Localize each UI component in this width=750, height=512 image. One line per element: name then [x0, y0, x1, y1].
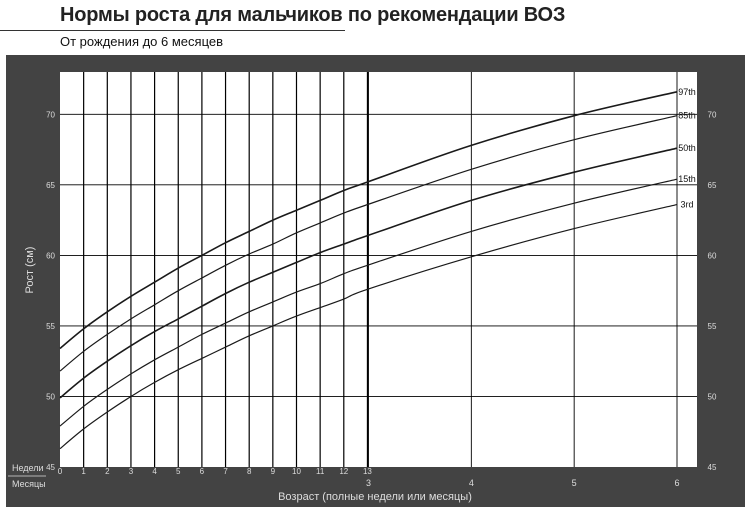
series-label-50th: 50th [678, 143, 696, 153]
series-label-97th: 97th [678, 87, 696, 97]
y-tick-label-left: 50 [46, 392, 55, 401]
percentile-curves [59, 91, 678, 450]
y-tick-label-right: 45 [708, 463, 717, 472]
y-tick-label-right: 60 [708, 251, 717, 260]
curve-3rd [59, 204, 678, 450]
y-tick-label-right: 65 [708, 181, 717, 190]
month-tick-label: 5 [572, 478, 577, 488]
week-tick-label: 5 [176, 467, 181, 476]
week-tick-label: 2 [105, 467, 110, 476]
page-subtitle: От рождения до 6 месяцев [60, 34, 224, 49]
y-tick-label-left: 55 [46, 322, 55, 331]
curve-97th [59, 91, 678, 350]
week-tick-label: 9 [271, 467, 276, 476]
month-tick-label: 3 [366, 478, 371, 488]
grid-lines [60, 72, 697, 467]
series-label-85th: 85th [678, 111, 696, 121]
week-tick-label: 3 [129, 467, 134, 476]
title-divider [0, 30, 345, 31]
y-tick-label-left: 60 [46, 251, 55, 260]
y-tick-label-left: 65 [46, 181, 55, 190]
week-axis-label: Недели [12, 463, 44, 473]
curve-50th [59, 147, 678, 399]
week-tick-label: 4 [152, 467, 157, 476]
week-tick-label: 13 [363, 467, 372, 476]
y-axis-title: Рост (см) [24, 247, 36, 294]
series-label-3rd: 3rd [680, 200, 693, 210]
y-tick-label-right: 55 [708, 322, 717, 331]
month-tick-label: 6 [674, 478, 679, 488]
month-tick-label: 4 [469, 478, 474, 488]
y-tick-label-right: 70 [708, 110, 717, 119]
month-axis-label: Месяцы [12, 479, 46, 489]
week-tick-label: 12 [339, 467, 348, 476]
week-tick-label: 8 [247, 467, 252, 476]
curve-15th [59, 178, 678, 427]
week-tick-label: 7 [223, 467, 228, 476]
y-tick-label-right: 50 [708, 392, 717, 401]
x-axis-title: Возраст (полные недели или месяцы) [278, 491, 472, 503]
week-tick-label: 11 [316, 467, 325, 476]
curve-85th [59, 115, 678, 372]
series-label-15th: 15th [678, 174, 696, 184]
y-tick-label-left: 45 [46, 463, 55, 472]
week-tick-label: 1 [81, 467, 86, 476]
week-tick-label: 0 [58, 467, 63, 476]
y-tick-label-left: 70 [46, 110, 55, 119]
week-tick-label: 10 [292, 467, 301, 476]
week-tick-label: 6 [200, 467, 205, 476]
page-title: Нормы роста для мальчиков по рекомендаци… [60, 4, 566, 26]
plot-area [60, 72, 697, 467]
